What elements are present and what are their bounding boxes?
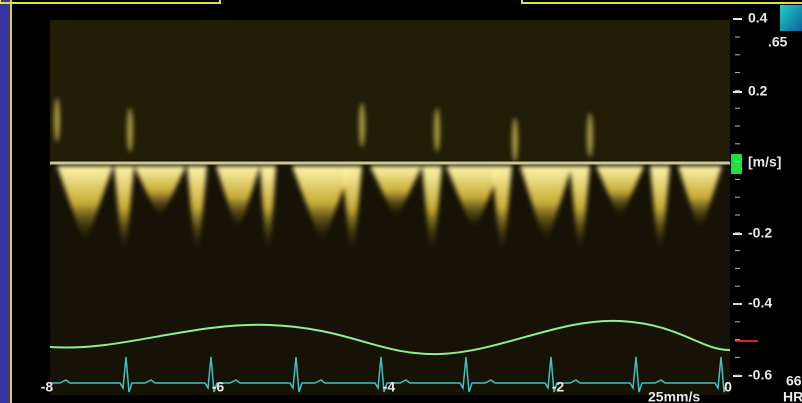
upper-flash [54, 98, 60, 142]
time-tick-label: 0 [724, 379, 732, 395]
velocity-unit: [m/s] [748, 154, 781, 170]
time-tick-label: -6 [212, 379, 225, 395]
color-bar [780, 5, 802, 31]
velocity-tick-label: -0.2 [748, 225, 772, 241]
time-tick-label: -8 [41, 379, 54, 395]
velocity-tick-label: 0.4 [748, 10, 768, 26]
upper-flash [359, 103, 365, 147]
velocity-tick-label: -0.4 [748, 295, 772, 311]
heart-rate-value: 66 [786, 373, 802, 389]
time-tick-label: -2 [552, 379, 565, 395]
heart-rate-label: HR [783, 389, 802, 403]
page: .65 [m/s] 25mm/s 66 HR 0.4 0.2 -0.2 -0.4 -0.… [0, 0, 802, 403]
ultrasound-screen: .65 [m/s] 25mm/s 66 HR 0.4 0.2 -0.2 -0.4 -0.… [0, 0, 802, 403]
left-strip [0, 0, 10, 403]
sweep-speed: 25mm/s [648, 389, 700, 403]
time-tick-label: -4 [383, 379, 396, 395]
doppler-upper-noise [50, 20, 730, 160]
upper-flash [587, 113, 593, 157]
velocity-tick-label: -0.6 [748, 367, 772, 383]
upper-flash [434, 108, 440, 152]
upper-flash [512, 118, 518, 162]
velocity-tick-label: 0.2 [748, 83, 768, 99]
upper-flash [127, 108, 133, 152]
baseline-marker [731, 154, 742, 174]
scale-max: .65 [768, 34, 788, 50]
